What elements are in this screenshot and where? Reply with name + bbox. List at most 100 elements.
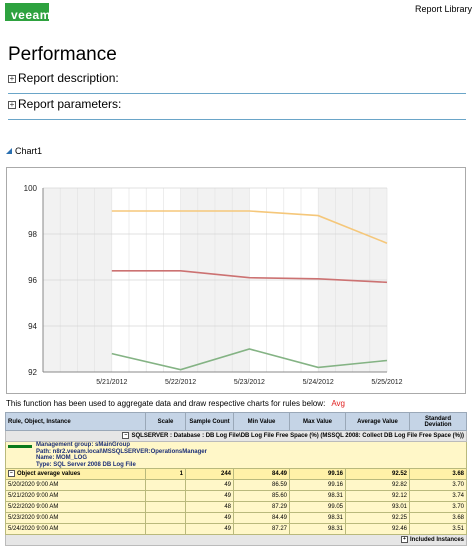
chart-frame: 92 94 96 98 100 5/21/2012 5/22/2012 5/23/2012 5/… [6, 167, 466, 394]
cell-max: 99.16 [289, 468, 346, 480]
report-parameters-section[interactable]: + Report parameters: [8, 96, 466, 116]
cell-time: 5/24/2020 9:00 AM [5, 523, 146, 535]
cell-std: 3.68 [409, 512, 467, 524]
expand-icon[interactable]: + [400, 536, 408, 544]
cell-min: 85.60 [233, 490, 290, 502]
chart-title: Chart1 [15, 146, 43, 156]
section-divider [8, 119, 466, 120]
x-tick-label: 5/21/2012 [96, 379, 127, 386]
cell-avg: 92.12 [345, 490, 410, 502]
cell-scale: 1 [145, 468, 186, 480]
cell-min: 87.29 [233, 501, 290, 513]
group-row[interactable]: − SQLSERVER : Database : DB Log File\DB L… [5, 430, 467, 442]
collapse-triangle-icon[interactable] [6, 148, 12, 154]
cell-std: 3.68 [409, 468, 467, 480]
x-tick-label: 5/24/2012 [303, 379, 334, 386]
y-tick-label: 98 [28, 230, 37, 239]
cell-time: 5/20/2020 9:00 AM [5, 479, 146, 491]
logo-text: veeam [11, 8, 51, 22]
object-average-row[interactable]: − Object average values 1 244 84.49 99.16… [5, 468, 467, 480]
y-tick-label: 92 [28, 368, 37, 377]
x-tick-label: 5/25/2012 [371, 379, 402, 386]
column-header: Rule, Object, Instance [5, 412, 146, 431]
column-header: Sample Count [185, 412, 234, 431]
table-row: 5/21/2020 9:00 AM 49 85.60 98.31 92.12 3… [5, 490, 467, 502]
series-line-1 [111, 210, 388, 244]
line-chart: 92 94 96 98 100 5/21/2012 5/22/2012 5/23/2012 5/… [24, 184, 403, 386]
cell-max: 99.16 [289, 479, 346, 491]
expand-icon[interactable]: + [8, 74, 16, 83]
table-header-row: Rule, Object, Instance Scale Sample Coun… [5, 412, 467, 431]
y-tick-label: 100 [24, 184, 38, 193]
table-row: 5/20/2020 9:00 AM 49 86.59 99.16 92.82 3… [5, 479, 467, 491]
cell-time: 5/21/2020 9:00 AM [5, 490, 146, 502]
table-row: 5/22/2020 9:00 AM 48 87.29 99.05 93.01 3… [5, 501, 467, 513]
cell-avg: 93.01 [345, 501, 410, 513]
column-header: Max Value [289, 412, 346, 431]
cell-min: 87.27 [233, 523, 290, 535]
x-tick-label: 5/23/2012 [234, 379, 265, 386]
y-tick-label: 96 [28, 276, 37, 285]
cell-count: 244 [185, 468, 234, 480]
function-text: This function has been used to aggregate… [6, 399, 326, 408]
series-color-swatch [8, 445, 32, 448]
group-label: SQLSERVER : Database : DB Log File\DB Lo… [131, 433, 464, 440]
cell-count: 49 [185, 490, 234, 502]
series-line-3 [111, 348, 388, 371]
cell-avg: 92.82 [345, 479, 410, 491]
cell-time: 5/23/2020 9:00 AM [5, 512, 146, 524]
table-row: 5/24/2020 9:00 AM 49 87.27 98.31 92.46 3… [5, 523, 467, 535]
cell-max: 99.05 [289, 501, 346, 513]
cell-avg: 92.46 [345, 523, 410, 535]
cell-std: 3.51 [409, 523, 467, 535]
cell-std: 3.70 [409, 501, 467, 513]
column-header: Average Value [345, 412, 410, 431]
collapse-icon[interactable]: − [122, 432, 130, 440]
cell-time: 5/22/2020 9:00 AM [5, 501, 146, 513]
cell-min: 84.49 [233, 512, 290, 524]
top-bar: veeam Report Library [0, 0, 474, 26]
instance-info: Management group: sMainGroup Path: n8r2.… [8, 442, 464, 468]
column-header: Standard Deviation [409, 412, 467, 431]
info-line: Name: MOM_LOG [36, 455, 88, 461]
collapse-icon[interactable]: − [8, 470, 15, 478]
performance-table: Rule, Object, Instance Scale Sample Coun… [5, 412, 467, 546]
column-header: Scale [145, 412, 186, 431]
info-line: Management group: sMainGroup [36, 442, 131, 448]
object-average-label: Object average values [17, 471, 81, 478]
cell-count: 49 [185, 512, 234, 524]
report-parameters-label: Report parameters: [18, 97, 122, 111]
table-row: 5/23/2020 9:00 AM 49 84.49 98.31 92.25 3… [5, 512, 467, 524]
report-library-link[interactable]: Report Library [414, 4, 472, 14]
y-tick-label: 94 [28, 322, 37, 331]
veeam-logo: veeam [5, 3, 51, 22]
expand-icon[interactable]: + [8, 100, 16, 109]
included-instances-row[interactable]: + Included Instances [5, 534, 467, 546]
cell-std: 3.74 [409, 490, 467, 502]
report-description-label: Report description: [18, 71, 119, 85]
info-line: Type: SQL Server 2008 DB Log File [36, 461, 136, 468]
cell-count: 49 [185, 523, 234, 535]
cell-max: 98.31 [289, 490, 346, 502]
cell-max: 98.31 [289, 512, 346, 524]
cell-avg: 92.52 [345, 468, 410, 480]
cell-max: 98.31 [289, 523, 346, 535]
cell-avg: 92.25 [345, 512, 410, 524]
included-instances-label: Included Instances [409, 537, 464, 544]
page-title: Performance [8, 44, 117, 65]
cell-std: 3.70 [409, 479, 467, 491]
function-note: This function has been used to aggregate… [6, 399, 345, 408]
report-description-section[interactable]: + Report description: [8, 70, 466, 90]
cell-min: 86.59 [233, 479, 290, 491]
cell-min: 84.49 [233, 468, 290, 480]
series-line-2 [111, 270, 388, 284]
section-divider [8, 93, 466, 94]
avg-function-label: Avg [331, 399, 345, 408]
cell-count: 48 [185, 501, 234, 513]
column-header: Min Value [233, 412, 290, 431]
chart-header[interactable]: Chart1 [6, 146, 42, 156]
info-line: Path: n8r2.veeam.local\MSSQLSERVER:Opera… [36, 448, 207, 455]
instance-info-row: Management group: sMainGroup Path: n8r2.… [5, 441, 467, 469]
x-tick-label: 5/22/2012 [165, 379, 196, 386]
cell-count: 49 [185, 479, 234, 491]
